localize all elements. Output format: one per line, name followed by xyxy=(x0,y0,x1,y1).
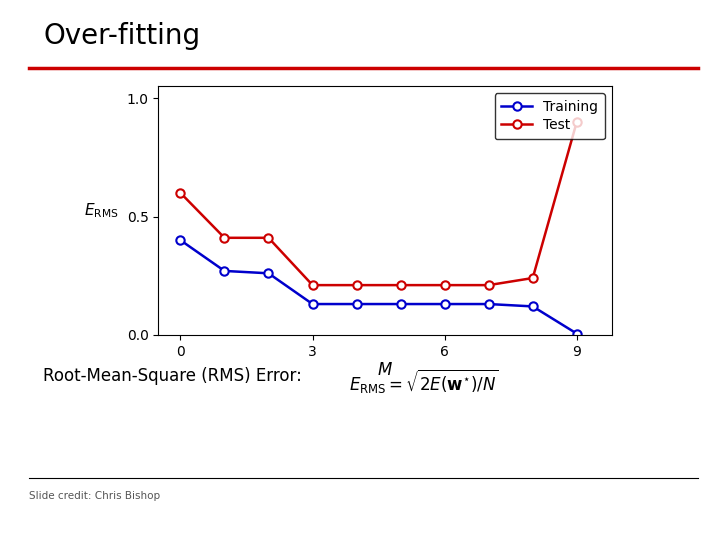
X-axis label: $M$: $M$ xyxy=(377,361,393,379)
Test xyxy=(264,234,273,241)
Test xyxy=(308,282,317,288)
Test xyxy=(485,282,493,288)
Training xyxy=(572,330,581,337)
Test xyxy=(441,282,449,288)
Test xyxy=(352,282,361,288)
Text: Over-fitting: Over-fitting xyxy=(43,22,200,50)
Line: Test: Test xyxy=(176,118,581,289)
Training xyxy=(485,301,493,307)
Test xyxy=(220,234,229,241)
Test xyxy=(572,119,581,125)
Training xyxy=(396,301,405,307)
Test xyxy=(396,282,405,288)
Line: Training: Training xyxy=(176,236,581,338)
Text: Slide credit: Chris Bishop: Slide credit: Chris Bishop xyxy=(29,491,160,502)
Test xyxy=(528,275,537,281)
Y-axis label: $E_{\mathrm{RMS}}$: $E_{\mathrm{RMS}}$ xyxy=(84,201,119,220)
Training xyxy=(220,268,229,274)
Training xyxy=(528,303,537,309)
Training xyxy=(308,301,317,307)
Training xyxy=(441,301,449,307)
Training xyxy=(352,301,361,307)
Test xyxy=(176,190,185,196)
Training xyxy=(176,237,185,244)
Training xyxy=(264,270,273,276)
Legend: Training, Test: Training, Test xyxy=(495,93,605,139)
Text: Root-Mean-Square (RMS) Error:: Root-Mean-Square (RMS) Error: xyxy=(43,367,302,385)
Text: $E_{\mathrm{RMS}} = \sqrt{2E(\mathbf{w}^{\star})/N}$: $E_{\mathrm{RMS}} = \sqrt{2E(\mathbf{w}^… xyxy=(349,367,499,395)
